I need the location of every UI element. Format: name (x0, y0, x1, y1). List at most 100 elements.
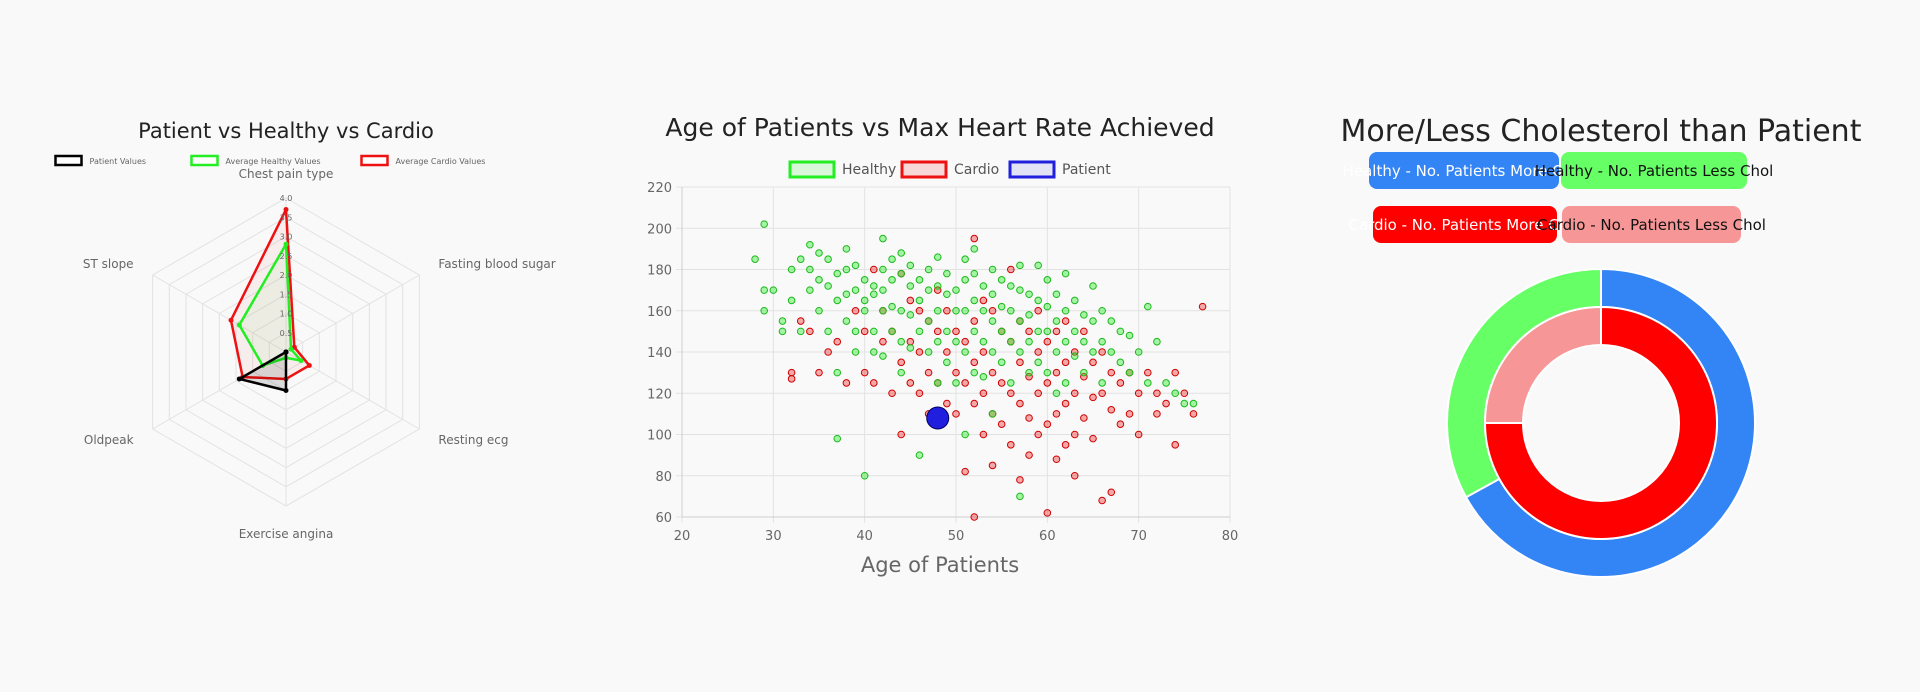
scatter-point-healthy (1107, 317, 1116, 325)
radar-series (228, 207, 312, 393)
scatter-point-healthy (961, 348, 969, 356)
scatter-point-cardio (1089, 434, 1097, 443)
scatter-legend-patient: Patient (1008, 160, 1111, 179)
scatter-point-healthy (915, 451, 924, 459)
scatter-point-cardio (970, 234, 979, 243)
scatter-point-healthy (751, 255, 759, 263)
scatter-point-cardio (1052, 410, 1061, 418)
radar-tick-label: 1.5 (280, 290, 293, 299)
scatter-point-cardio (1098, 496, 1106, 505)
scatter-point-healthy (851, 261, 860, 270)
radar-category-oldpeak: Oldpeak (84, 433, 134, 447)
scatter-point-healthy (897, 269, 906, 278)
scatter-point-cardio (1007, 389, 1015, 398)
radar-legend-average-healthy-values: Average Healthy Values (190, 154, 321, 167)
radar-chart-title: Patient vs Healthy vs Cardio (138, 119, 434, 143)
scatter-point-healthy (943, 327, 951, 336)
scatter-legend-swatch (1008, 160, 1056, 179)
scatter-point-cardio (860, 327, 869, 336)
scatter-point-healthy (1153, 337, 1161, 346)
scatter-point-cardio (860, 368, 869, 377)
scatter-point-healthy (988, 348, 997, 356)
scatter-point-healthy (933, 337, 942, 346)
radar-legend-swatch (360, 154, 389, 167)
scatter-point-cardio (979, 389, 988, 398)
radar-point (283, 388, 289, 393)
scatter-legend-healthy: Healthy (788, 160, 896, 179)
scatter-point-healthy (870, 327, 878, 336)
scatter-point-cardio (906, 379, 915, 387)
scatter-point-cardio (1016, 358, 1024, 367)
scatter-point-cardio (815, 368, 823, 377)
scatter-point-cardio (943, 348, 951, 356)
scatter-point-cardio (943, 306, 951, 315)
radar-legend-label: Average Cardio Values (396, 157, 486, 166)
scatter-point-cardio (1189, 410, 1198, 418)
scatter-point-cardio (915, 389, 924, 398)
scatter-point-healthy (1025, 337, 1033, 346)
scatter-point-cardio (1070, 389, 1079, 398)
scatter-point-healthy (988, 317, 997, 325)
scatter-point-cardio (961, 379, 969, 387)
donut-chart-title: More/Less Cholesterol than Patient (1341, 114, 1862, 149)
scatter-point-healthy (1016, 261, 1024, 270)
scatter-point-healthy (1098, 337, 1106, 346)
scatter-point-healthy (760, 306, 768, 315)
scatter-point-healthy (1007, 337, 1015, 346)
donut-slice-cardio-no-patients-less-chol (1483, 305, 1602, 424)
scatter-point-cardio (1098, 389, 1106, 398)
scatter-point-healthy (970, 296, 979, 305)
scatter-point-healthy (870, 290, 878, 299)
scatter-point-cardio (1070, 471, 1079, 480)
scatter-point-healthy (824, 282, 832, 290)
scatter-point-healthy (1034, 358, 1043, 367)
radar-point (283, 207, 289, 213)
radar-legend-swatch (54, 154, 83, 167)
scatter-point-healthy (888, 327, 896, 336)
scatter-point-healthy (943, 269, 951, 278)
legend-cardio-less-chol[interactable]: Cardio - No. Patients Less Chol (1537, 206, 1766, 243)
scatter-point-healthy (1043, 368, 1052, 377)
scatter-point-cardio (1025, 327, 1033, 336)
scatter-point-healthy (924, 265, 933, 274)
scatter-point-healthy (1080, 368, 1088, 377)
scatter-point-healthy (915, 327, 924, 336)
scatter-point-healthy (1098, 306, 1106, 315)
scatter-point-healthy (943, 358, 951, 367)
scatter-point-healthy (1052, 290, 1061, 299)
scatter-y-tick: 60 (655, 511, 672, 526)
scatter-point-healthy (1016, 492, 1024, 501)
scatter-legend-label: Healthy (842, 162, 896, 178)
scatter-point-healthy (787, 265, 796, 274)
legend-healthy-more-chol[interactable]: Healthy - No. Patients More Chol (1343, 152, 1585, 189)
radar-category-labels: Chest pain type Fasting blood sugar Restin… (83, 167, 556, 541)
legend-healthy-less-chol[interactable]: Healthy - No. Patients Less Chol (1535, 152, 1773, 189)
scatter-point-healthy (1180, 399, 1189, 408)
scatter-point-healthy (997, 327, 1006, 336)
scatter-point-cardio (970, 358, 979, 367)
scatter-point-cardio (1043, 420, 1052, 428)
scatter-point-cardio (979, 348, 988, 356)
legend-cardio-more-chol[interactable]: Cardio - No. Patients More Chol (1348, 206, 1582, 243)
scatter-point-healthy (961, 255, 969, 263)
scatter-legend[interactable]: Healthy Cardio Patient (788, 160, 1111, 179)
scatter-point-healthy (979, 306, 988, 315)
scatter-point-healthy (778, 327, 787, 336)
scatter-point-healthy (796, 327, 805, 336)
donut-chart: More/Less Cholesterol than Patient (1341, 114, 1862, 578)
radar-legend-label: Patient Values (90, 157, 147, 166)
scatter-point-healthy (833, 296, 842, 305)
scatter-point-cardio (970, 399, 979, 408)
donut-slice-cardio-no-patients-more-chol (1483, 305, 1718, 540)
scatter-point-healthy (824, 255, 832, 263)
scatter-point-cardio (979, 430, 988, 439)
scatter-x-tick: 30 (765, 529, 782, 544)
scatter-point-healthy (1061, 337, 1070, 346)
scatter-y-tick: 180 (647, 264, 672, 279)
scatter-point-healthy (787, 296, 796, 305)
scatter-point-healthy (851, 327, 860, 336)
scatter-point-cardio (1180, 389, 1189, 398)
radar-point (236, 376, 242, 382)
radar-point (288, 346, 294, 352)
scatter-point-healthy (1070, 352, 1079, 360)
